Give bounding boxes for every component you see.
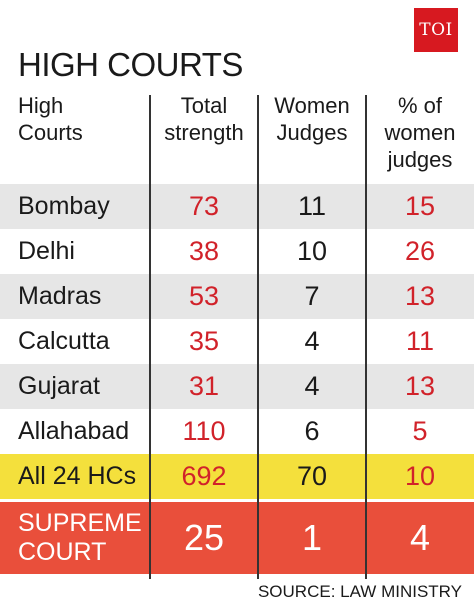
row-name-line: SUPREME: [18, 509, 142, 537]
table-row-bombay: Bombay 73 11 15: [0, 184, 474, 229]
toi-logo: TOI: [414, 8, 458, 52]
cell-pct: 26: [404, 236, 436, 266]
cell-women: 10: [296, 236, 328, 266]
top-bar: [0, 0, 474, 44]
source-note: SOURCE: LAW MINISTRY: [257, 582, 462, 601]
cell-pct: 13: [404, 371, 436, 401]
header-pct-women-judges: % of women judges: [366, 92, 474, 173]
row-name: Delhi: [18, 237, 75, 265]
cell-total: 31: [188, 371, 220, 401]
cell-pct: 11: [405, 326, 435, 356]
header-line: Judges: [276, 120, 348, 145]
header-line: Courts: [18, 120, 83, 145]
header-line: strength: [164, 120, 244, 145]
cell-women: 7: [304, 281, 320, 311]
header-line: judges: [387, 147, 453, 172]
header-line: High: [18, 93, 64, 118]
row-name: Bombay: [18, 192, 110, 220]
cell-pct: 15: [404, 191, 436, 221]
cell-total: 53: [188, 281, 220, 311]
column-divider: [149, 95, 151, 579]
header-total-strength: Total strength: [150, 92, 258, 146]
row-name-line: COURT: [18, 538, 107, 566]
header-line: Women: [274, 93, 350, 118]
table-title: HIGH COURTS: [18, 46, 243, 83]
row-name: Gujarat: [18, 372, 100, 400]
table-row-supreme-court: SUPREME COURT 25 1 4: [0, 502, 474, 574]
cell-women: 11: [297, 191, 327, 221]
cell-pct: 13: [404, 281, 436, 311]
table-row-all-hcs: All 24 HCs 692 70 10: [0, 454, 474, 499]
cell-pct: 10: [404, 461, 436, 491]
cell-women: 6: [304, 416, 320, 446]
cell-total: 25: [183, 517, 225, 558]
header-line: Total: [180, 93, 228, 118]
cell-total: 73: [188, 191, 220, 221]
row-name: Allahabad: [18, 417, 130, 445]
row-name: SUPREME COURT: [18, 509, 142, 567]
cell-total: 692: [181, 461, 227, 491]
cell-pct: 4: [409, 517, 431, 558]
row-name: All 24 HCs: [18, 462, 137, 490]
cell-women: 1: [301, 517, 323, 558]
cell-total: 110: [182, 416, 226, 446]
table-row-gujarat: Gujarat 31 4 13: [0, 364, 474, 409]
header-line: women: [384, 120, 456, 145]
header-line: % of: [397, 93, 443, 118]
cell-women: 4: [304, 371, 320, 401]
row-name: Madras: [18, 282, 102, 310]
cell-women: 70: [296, 461, 328, 491]
header-high-courts: High Courts: [18, 92, 83, 146]
cell-pct: 5: [412, 416, 428, 446]
table-row-calcutta: Calcutta 35 4 11: [0, 319, 474, 364]
cell-total: 38: [188, 236, 220, 266]
column-divider: [365, 95, 367, 579]
cell-women: 4: [304, 326, 320, 356]
logo-text: TOI: [419, 20, 453, 40]
column-divider: [257, 95, 259, 579]
table-row-madras: Madras 53 7 13: [0, 274, 474, 319]
header-women-judges: Women Judges: [258, 92, 366, 146]
row-name: Calcutta: [18, 327, 110, 355]
table-row-allahabad: Allahabad 110 6 5: [0, 409, 474, 454]
cell-total: 35: [188, 326, 220, 356]
table-row-delhi: Delhi 38 10 26: [0, 229, 474, 274]
